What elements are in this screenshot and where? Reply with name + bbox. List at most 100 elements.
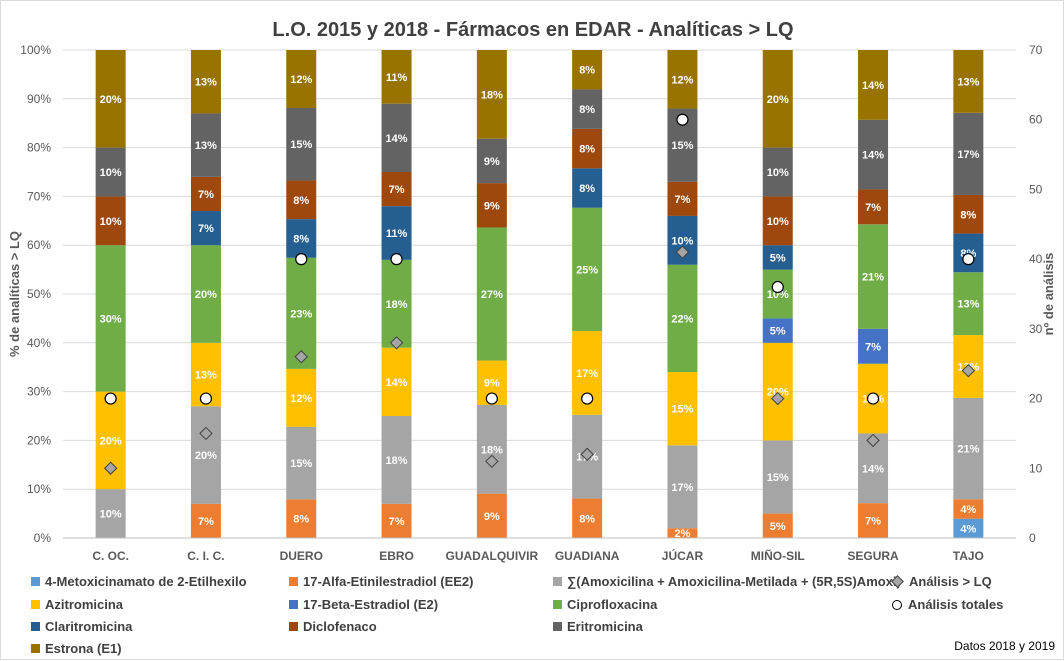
- bar-segment: [381, 503, 412, 538]
- legend-label: Diclofenaco: [303, 619, 377, 634]
- data-label: 7%: [198, 189, 214, 201]
- legend-swatch: [553, 600, 562, 609]
- data-label: 15%: [290, 139, 312, 151]
- data-label: 15%: [671, 140, 693, 152]
- marker-analisis-totales: [866, 392, 880, 405]
- x-tick-label: SEGURA: [847, 549, 899, 563]
- data-label: 8%: [579, 65, 595, 77]
- marker-analisis-lq: [103, 461, 118, 475]
- legend-item: Análisis > LQ: [891, 574, 992, 589]
- y-tick-label: 90%: [27, 92, 51, 106]
- data-label: 7%: [865, 341, 881, 353]
- bar-segment: [286, 499, 317, 538]
- bar-segment: [476, 227, 507, 361]
- y-tick-label: 60%: [27, 238, 51, 252]
- bar-segment: [95, 50, 126, 148]
- data-label: 12%: [290, 74, 312, 86]
- y-tick-label: 70%: [27, 189, 51, 203]
- x-tick-label: TAJO: [953, 549, 984, 563]
- data-label: 20%: [195, 450, 217, 462]
- bar-segment: [572, 89, 603, 129]
- data-label: 10%: [671, 235, 693, 247]
- data-label: 14%: [386, 133, 408, 145]
- bar-segment: [953, 194, 984, 234]
- marker-analisis-totales: [295, 253, 308, 266]
- legend-item: Estrona (E1): [31, 641, 122, 656]
- data-label: 14%: [862, 80, 884, 92]
- bar-segment: [476, 404, 507, 494]
- y2-tick-label: 60: [1029, 113, 1043, 127]
- bar-segment: [572, 207, 603, 331]
- legend-item: Diclofenaco: [289, 619, 377, 634]
- x-tick-label: GUADIANA: [555, 549, 620, 563]
- x-tick-label: DUERO: [280, 549, 323, 563]
- data-label: 7%: [389, 516, 405, 528]
- legend-swatch: [553, 577, 562, 586]
- legend-label: 17-Alfa-Etinilestradiol (EE2): [303, 574, 474, 589]
- bar-segment: [762, 147, 793, 197]
- legend-swatch: [31, 622, 40, 631]
- bar-segment: [572, 50, 603, 90]
- legend-label: Azitromicina: [45, 597, 124, 612]
- data-label: 8%: [293, 195, 309, 207]
- data-label: 17%: [576, 368, 598, 380]
- data-label: 10%: [100, 167, 122, 179]
- data-label: 17%: [671, 482, 693, 494]
- data-label: 18%: [481, 444, 503, 456]
- bar-segment: [762, 245, 793, 270]
- marker-analisis-lq: [199, 426, 213, 441]
- x-tick-label: GUADALQUIVIR: [446, 549, 539, 563]
- bar-segment: [667, 50, 698, 109]
- bar-segment: [667, 445, 698, 529]
- data-label: 8%: [579, 144, 595, 156]
- data-label: 7%: [198, 223, 214, 235]
- bar-segment: [762, 513, 793, 538]
- diamond-icon: [891, 575, 904, 588]
- marker-analisis-lq: [485, 454, 499, 469]
- legend-swatch: [31, 644, 40, 653]
- data-label: 12%: [290, 393, 312, 405]
- legend-label: 4-Metoxicinamato de 2-Etilhexilo: [45, 574, 247, 589]
- y2-tick-label: 30: [1029, 322, 1043, 336]
- marker-analisis-totales: [676, 113, 689, 126]
- bar-segment: [858, 50, 889, 120]
- bar-segment: [190, 503, 221, 538]
- bar-segment: [667, 528, 698, 538]
- legend-label: Eritromicina: [567, 619, 643, 634]
- bar-segment: [190, 406, 221, 504]
- bar-segment: [190, 50, 221, 114]
- bar-segment: [381, 103, 412, 172]
- bar-segment: [476, 493, 507, 538]
- data-label: 13%: [195, 370, 217, 382]
- data-label: 7%: [865, 516, 881, 528]
- data-label: 15%: [290, 458, 312, 470]
- bar-segment: [572, 168, 603, 208]
- bar-segment: [762, 196, 793, 246]
- bar-segment: [381, 347, 412, 416]
- legend-item: Azitromicina: [31, 597, 123, 612]
- data-label: 7%: [389, 184, 405, 196]
- legend-item: 17-Beta-Estradiol (E2): [289, 597, 438, 612]
- bar-segment: [858, 119, 889, 190]
- bar-segment: [762, 342, 793, 441]
- bar-segment: [190, 113, 221, 177]
- bar-segment: [667, 372, 698, 446]
- data-label: 10%: [767, 216, 789, 228]
- bar-segment: [667, 264, 698, 373]
- bar-segment: [95, 196, 126, 246]
- bar-segment: [858, 328, 889, 364]
- x-tick-label: MIÑO-SIL: [751, 548, 805, 563]
- data-label: 14%: [862, 150, 884, 162]
- legend-item: Eritromicina: [553, 619, 643, 634]
- marker-analisis-totales: [485, 392, 498, 405]
- data-label: 7%: [674, 194, 690, 206]
- marker-analisis-lq: [675, 245, 690, 259]
- bar-segment: [953, 112, 984, 195]
- data-label: 9%: [484, 156, 500, 168]
- bar-segment: [476, 183, 507, 228]
- marker-analisis-totales: [962, 253, 975, 266]
- bar-segment: [953, 397, 984, 500]
- data-label: 9%: [484, 200, 500, 212]
- footnote: Datos 2018 y 2019: [954, 639, 1055, 653]
- chart-title: L.O. 2015 y 2018 - Fármacos en EDAR - An…: [272, 19, 794, 41]
